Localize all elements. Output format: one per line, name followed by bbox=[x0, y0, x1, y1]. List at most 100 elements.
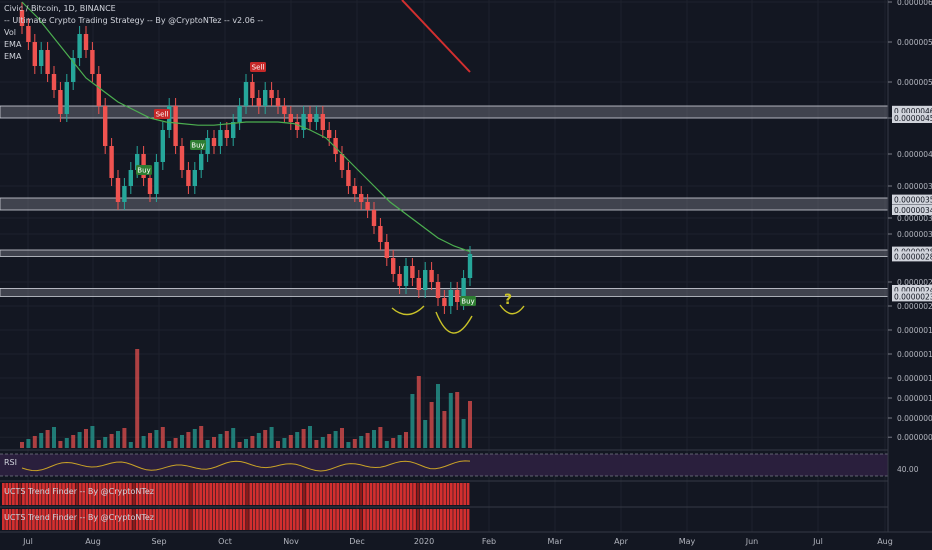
trend-bar bbox=[339, 483, 343, 505]
trend-bar bbox=[236, 483, 239, 505]
candle-body bbox=[359, 194, 364, 202]
volume-bar bbox=[244, 439, 248, 448]
sell-signal: Sell bbox=[250, 62, 266, 72]
trend-bar bbox=[35, 483, 39, 505]
trend-bar bbox=[456, 509, 460, 530]
trend-bar bbox=[32, 509, 35, 530]
trend-bar bbox=[342, 509, 346, 530]
trend-bar bbox=[115, 483, 119, 505]
candle-body bbox=[288, 114, 293, 122]
pattern-drawing[interactable] bbox=[391, 304, 525, 334]
trend-bar bbox=[363, 483, 366, 505]
candle-body bbox=[423, 270, 428, 290]
trend-bar bbox=[172, 483, 176, 505]
volume-bar bbox=[359, 436, 364, 448]
trend-bar bbox=[192, 509, 196, 530]
volume-bar bbox=[468, 401, 472, 448]
trend-bar bbox=[22, 483, 25, 505]
trend-bar bbox=[436, 509, 440, 530]
trend-bar bbox=[449, 483, 453, 505]
svg-text:Buy: Buy bbox=[461, 298, 474, 306]
sell-signal: Sell bbox=[154, 109, 170, 119]
volume-bar bbox=[384, 441, 389, 448]
trend-bar bbox=[215, 483, 219, 505]
volume-bar bbox=[231, 428, 236, 448]
trend-bar bbox=[289, 509, 293, 530]
trend-bar bbox=[426, 509, 430, 530]
price-axis[interactable]: 0.00000600 0.00000550 0.00000500 0.00000455… bbox=[888, 0, 932, 442]
trend-bar bbox=[25, 483, 29, 505]
volume-bar bbox=[128, 442, 133, 448]
sr-zone[interactable] bbox=[0, 249, 889, 257]
trend-bar bbox=[302, 509, 306, 530]
trend-bar bbox=[55, 509, 59, 530]
trend-bar bbox=[259, 483, 263, 505]
candle-body bbox=[275, 98, 281, 106]
buy-signal: Buy bbox=[136, 165, 152, 175]
trend-bar bbox=[282, 509, 286, 530]
price-tick-label: 0.00000310 bbox=[897, 230, 932, 239]
volume-bar bbox=[295, 432, 300, 448]
time-axis[interactable]: Jul Aug Sep Oct Nov Dec 2020 Feb Mar Apr May Jun Jul… bbox=[22, 537, 893, 546]
trend-bar bbox=[98, 509, 102, 530]
candle-body bbox=[192, 170, 197, 186]
vertical-grid bbox=[27, 0, 886, 532]
candle-body bbox=[307, 114, 313, 122]
volume-bar bbox=[192, 429, 197, 448]
time-tick-label: Aug bbox=[877, 537, 893, 546]
trend-bar bbox=[189, 509, 192, 530]
volume-bar bbox=[205, 440, 210, 448]
trend-bar bbox=[222, 509, 226, 530]
trend-bar bbox=[179, 509, 182, 530]
trend-bar bbox=[75, 483, 79, 505]
volume-bar bbox=[135, 349, 140, 448]
downtrend-line[interactable] bbox=[401, 0, 471, 73]
candle-body bbox=[173, 106, 178, 146]
trend-bar bbox=[292, 509, 296, 530]
trend-bar bbox=[436, 483, 440, 505]
trend-bar bbox=[449, 509, 453, 530]
volume-bar bbox=[256, 433, 261, 448]
volume-bar bbox=[423, 420, 428, 448]
trend-bar bbox=[433, 483, 436, 505]
trend-bar bbox=[459, 483, 463, 505]
trend-bar bbox=[416, 483, 420, 505]
candle-body bbox=[365, 202, 370, 210]
svg-text:0.00000464: 0.00000464 bbox=[894, 107, 932, 116]
candle-body bbox=[442, 298, 447, 306]
trend-bar bbox=[35, 509, 39, 530]
volume-bar bbox=[103, 437, 108, 448]
trend-bar bbox=[326, 509, 329, 530]
trend-bar bbox=[125, 509, 129, 530]
rsi-line bbox=[21, 460, 471, 472]
trend-bar bbox=[326, 483, 329, 505]
volume-bar bbox=[96, 440, 101, 448]
trend-bar bbox=[269, 509, 273, 530]
volume-bar bbox=[455, 392, 460, 448]
trend-bar bbox=[379, 483, 383, 505]
sr-zone[interactable] bbox=[0, 105, 889, 119]
trend-bar bbox=[205, 483, 209, 505]
trend-bar bbox=[266, 483, 269, 505]
trend-bar bbox=[383, 509, 386, 530]
candle-body bbox=[77, 34, 82, 58]
price-highlight: 0.00000455 bbox=[892, 113, 932, 123]
trend-bar bbox=[142, 483, 146, 505]
candle-body bbox=[352, 186, 357, 194]
trend-bar bbox=[332, 509, 336, 530]
sr-zone[interactable] bbox=[0, 197, 889, 211]
trend-bar bbox=[119, 483, 122, 505]
volume-bar bbox=[365, 433, 370, 448]
trend-bar bbox=[52, 509, 55, 530]
trend-bar bbox=[169, 509, 172, 530]
price-tick-label: 0.00000080 bbox=[897, 414, 932, 423]
trend-bar bbox=[82, 483, 85, 505]
trend-bar bbox=[179, 483, 182, 505]
trend-bar bbox=[88, 509, 92, 530]
trend-bar bbox=[396, 509, 400, 530]
trend-bar bbox=[373, 483, 376, 505]
trend-bar bbox=[85, 509, 89, 530]
trend-bar bbox=[132, 483, 136, 505]
price-tick-label: 0.00000130 bbox=[897, 374, 932, 383]
